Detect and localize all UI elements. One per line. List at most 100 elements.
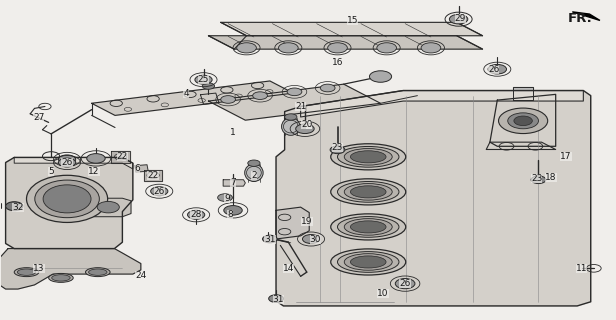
- Ellipse shape: [351, 186, 386, 198]
- Ellipse shape: [344, 219, 392, 235]
- Circle shape: [97, 201, 120, 213]
- Text: 26: 26: [399, 279, 411, 288]
- Circle shape: [377, 43, 397, 53]
- Circle shape: [278, 43, 298, 53]
- Ellipse shape: [338, 181, 399, 202]
- Ellipse shape: [338, 147, 399, 167]
- Circle shape: [330, 146, 345, 154]
- Circle shape: [217, 194, 232, 201]
- Circle shape: [248, 160, 260, 166]
- Circle shape: [498, 108, 548, 133]
- Circle shape: [262, 235, 277, 243]
- Circle shape: [421, 43, 441, 53]
- Polygon shape: [486, 142, 556, 149]
- Circle shape: [195, 75, 212, 84]
- Polygon shape: [144, 170, 163, 181]
- Ellipse shape: [344, 254, 392, 270]
- Ellipse shape: [338, 252, 399, 272]
- Polygon shape: [92, 81, 293, 116]
- Circle shape: [151, 187, 168, 196]
- Polygon shape: [276, 91, 591, 306]
- Ellipse shape: [26, 175, 108, 222]
- Ellipse shape: [282, 118, 300, 135]
- Text: 29: 29: [455, 14, 466, 23]
- Text: 21: 21: [295, 102, 306, 111]
- Ellipse shape: [17, 269, 36, 275]
- Text: 5: 5: [48, 167, 54, 176]
- Ellipse shape: [344, 148, 392, 165]
- Text: 16: 16: [332, 58, 343, 67]
- Text: 23: 23: [332, 143, 343, 152]
- Circle shape: [59, 158, 76, 167]
- Text: 18: 18: [545, 173, 556, 182]
- Ellipse shape: [52, 275, 70, 281]
- Text: 20: 20: [301, 120, 312, 129]
- Circle shape: [488, 64, 506, 74]
- Polygon shape: [14, 157, 133, 169]
- Text: 11: 11: [576, 264, 587, 273]
- Ellipse shape: [331, 249, 406, 275]
- Polygon shape: [276, 207, 309, 239]
- Text: 26: 26: [62, 158, 73, 167]
- Polygon shape: [223, 180, 245, 186]
- Circle shape: [370, 71, 392, 82]
- Text: 15: 15: [347, 16, 358, 25]
- Circle shape: [187, 210, 205, 219]
- Polygon shape: [135, 165, 148, 172]
- Text: 13: 13: [33, 264, 44, 273]
- Circle shape: [269, 295, 283, 302]
- Circle shape: [395, 278, 415, 289]
- Text: 6: 6: [134, 164, 140, 173]
- Circle shape: [285, 114, 297, 120]
- Text: 23: 23: [531, 174, 542, 183]
- Ellipse shape: [351, 256, 386, 268]
- Text: 22: 22: [147, 171, 159, 180]
- Circle shape: [59, 155, 76, 164]
- Text: 31: 31: [273, 295, 284, 304]
- Circle shape: [224, 205, 242, 215]
- Text: 8: 8: [227, 210, 233, 219]
- Text: 12: 12: [89, 167, 100, 176]
- Ellipse shape: [43, 185, 91, 213]
- Polygon shape: [513, 87, 533, 100]
- Ellipse shape: [86, 268, 110, 276]
- Circle shape: [6, 202, 23, 211]
- Ellipse shape: [245, 164, 263, 181]
- Text: 30: 30: [310, 235, 321, 244]
- Text: 7: 7: [230, 179, 236, 188]
- Polygon shape: [572, 12, 600, 20]
- Text: 28: 28: [190, 210, 202, 219]
- Text: 3: 3: [306, 120, 312, 129]
- Text: 19: 19: [301, 217, 312, 226]
- Ellipse shape: [331, 144, 406, 170]
- Ellipse shape: [49, 273, 73, 282]
- Ellipse shape: [344, 184, 392, 200]
- Circle shape: [514, 116, 532, 125]
- Ellipse shape: [331, 179, 406, 205]
- Circle shape: [87, 154, 105, 163]
- Polygon shape: [94, 198, 131, 217]
- Text: 17: 17: [561, 152, 572, 161]
- Circle shape: [328, 43, 347, 53]
- Circle shape: [221, 96, 235, 103]
- Circle shape: [531, 176, 546, 184]
- Circle shape: [320, 84, 335, 92]
- Circle shape: [508, 113, 538, 129]
- Circle shape: [253, 92, 267, 100]
- Polygon shape: [0, 249, 141, 289]
- Polygon shape: [200, 93, 219, 104]
- Text: 9: 9: [224, 194, 230, 204]
- Ellipse shape: [338, 217, 399, 237]
- Polygon shape: [111, 151, 130, 163]
- Text: 2: 2: [251, 171, 257, 180]
- Polygon shape: [490, 94, 556, 146]
- Circle shape: [302, 235, 320, 244]
- Ellipse shape: [351, 151, 386, 163]
- Circle shape: [287, 88, 302, 96]
- Polygon shape: [208, 84, 381, 120]
- Polygon shape: [221, 22, 482, 36]
- Text: 25: 25: [198, 75, 209, 84]
- Ellipse shape: [35, 180, 99, 218]
- Text: 26: 26: [488, 65, 500, 74]
- Text: 14: 14: [283, 264, 294, 273]
